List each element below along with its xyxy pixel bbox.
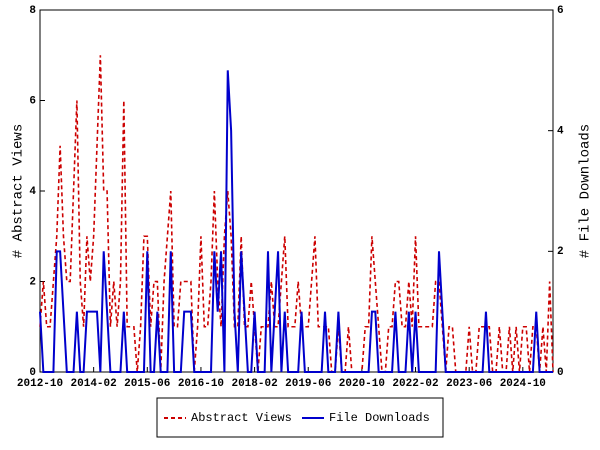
series-line: [39, 70, 553, 373]
y-tick-label: 4: [29, 186, 36, 198]
x-tick-label: 2023-06: [446, 378, 492, 390]
y2-tick-label: 4: [557, 126, 564, 138]
y2-axis-label: # File Downloads: [578, 124, 594, 258]
x-tick-label: 2015-06: [124, 378, 170, 390]
y2-tick-label: 0: [557, 367, 564, 379]
x-tick-label: 2012-10: [17, 378, 63, 390]
legend-label: File Downloads: [329, 411, 430, 425]
legend-label: Abstract Views: [191, 411, 292, 425]
y2-tick-label: 6: [557, 5, 564, 17]
x-tick-label: 2018-02: [231, 378, 277, 390]
y-tick-label: 2: [29, 276, 36, 288]
y-tick-label: 8: [29, 5, 36, 17]
x-tick-label: 2019-06: [285, 378, 331, 390]
x-tick-label: 2020-10: [339, 378, 385, 390]
x-tick-label: 2022-02: [392, 378, 438, 390]
y-tick-label: 0: [29, 367, 36, 379]
y-axis-label: # Abstract Views: [11, 124, 27, 258]
x-tick-label: 2014-02: [71, 378, 117, 390]
y-tick-label: 6: [29, 95, 36, 107]
y2-tick-label: 2: [557, 246, 564, 258]
legend-box: [156, 397, 444, 438]
series-line: [39, 55, 554, 373]
x-tick-label: 2024-10: [500, 378, 546, 390]
x-tick-label: 2016-10: [178, 378, 224, 390]
